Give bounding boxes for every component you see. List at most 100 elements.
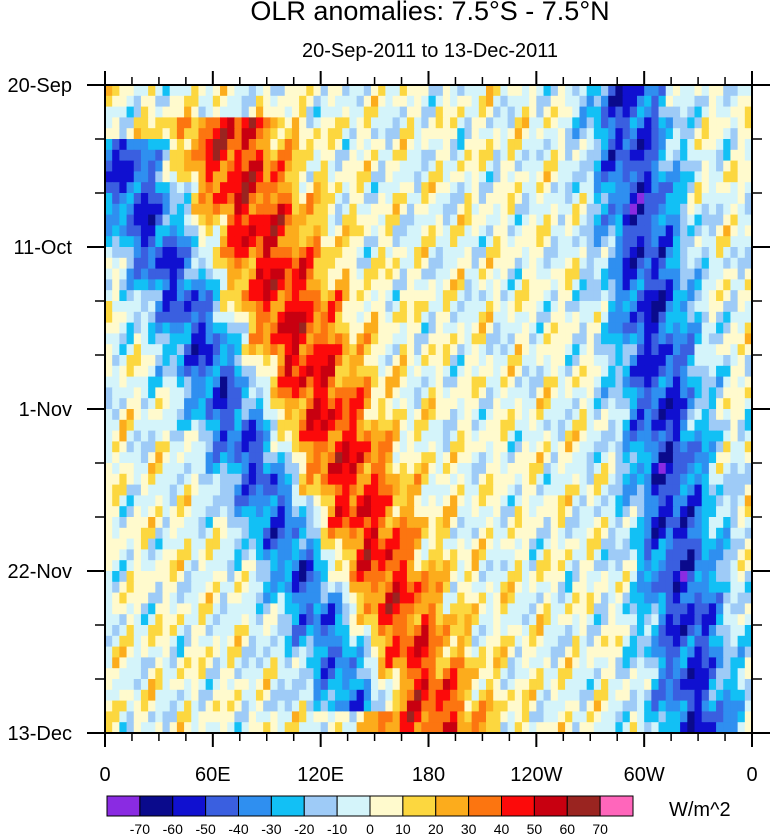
heatmap-cell <box>270 171 279 183</box>
heatmap-cell <box>349 355 358 367</box>
heatmap-cell <box>313 95 322 108</box>
heatmap-cell <box>126 517 135 529</box>
heatmap-cell <box>378 527 386 540</box>
heatmap-cell <box>514 409 523 421</box>
heatmap-cell <box>543 268 552 280</box>
heatmap-cell <box>406 614 415 626</box>
heatmap-cell <box>176 214 185 226</box>
heatmap-cell <box>651 160 660 172</box>
heatmap-cell <box>593 387 602 399</box>
heatmap-cell <box>241 203 250 216</box>
heatmap-cell <box>615 398 624 410</box>
heatmap-cell <box>665 203 674 216</box>
heatmap-cell <box>378 387 386 399</box>
heatmap-cell <box>241 355 250 367</box>
heatmap-cell <box>356 117 365 129</box>
heatmap-cell <box>155 603 164 615</box>
heatmap-cell <box>112 279 120 291</box>
heatmap-cell <box>737 484 746 496</box>
heatmap-cell <box>335 398 343 410</box>
heatmap-cell <box>277 549 286 561</box>
heatmap-cell <box>421 398 430 410</box>
heatmap-cell <box>277 171 286 183</box>
heatmap-cell <box>471 117 480 129</box>
heatmap-cell <box>665 668 674 680</box>
heatmap-cell <box>370 452 379 464</box>
heatmap-cell <box>471 571 480 583</box>
heatmap-cell <box>133 592 142 604</box>
heatmap-cell <box>471 614 480 626</box>
heatmap-cell <box>162 657 171 669</box>
heatmap-cell <box>521 322 530 334</box>
heatmap-cell <box>450 106 458 118</box>
heatmap-cell <box>687 430 696 442</box>
heatmap-cell <box>184 409 192 421</box>
heatmap-cell <box>536 452 545 464</box>
heatmap-cell <box>464 214 473 226</box>
heatmap-cell <box>191 160 200 172</box>
heatmap-cell <box>536 592 545 604</box>
heatmap-cell <box>586 646 595 658</box>
heatmap-cell <box>478 117 487 129</box>
heatmap-cell <box>220 203 228 216</box>
heatmap-cell <box>651 668 660 680</box>
heatmap-cell <box>255 355 264 367</box>
heatmap-cell <box>198 149 207 162</box>
heatmap-cell <box>212 657 221 669</box>
heatmap-cell <box>529 214 537 226</box>
heatmap-cell <box>112 473 120 486</box>
heatmap-cell <box>148 538 156 550</box>
heatmap-cell <box>270 95 279 108</box>
heatmap-cell <box>370 635 379 648</box>
heatmap-cell <box>320 679 329 691</box>
heatmap-cell <box>737 387 746 399</box>
heatmap-cell <box>320 106 329 118</box>
heatmap-cell <box>601 203 609 216</box>
heatmap-cell <box>313 679 322 691</box>
heatmap-cell <box>694 387 703 399</box>
heatmap-cell <box>169 495 178 507</box>
heatmap-cell <box>694 657 703 669</box>
heatmap-cell <box>450 344 458 356</box>
heatmap-cell <box>105 657 113 669</box>
heatmap-cell <box>399 592 408 604</box>
heatmap-cell <box>284 322 293 334</box>
heatmap-cell <box>507 409 516 421</box>
heatmap-cell <box>363 236 372 248</box>
heatmap-cell <box>514 160 523 172</box>
heatmap-cell <box>148 182 156 194</box>
heatmap-cell <box>284 398 293 410</box>
heatmap-cell <box>529 236 537 248</box>
heatmap-cell <box>586 506 595 518</box>
heatmap-cell <box>370 171 379 183</box>
heatmap-cell <box>119 517 128 529</box>
heatmap-cell <box>248 355 257 367</box>
heatmap-cell <box>500 571 509 583</box>
heatmap-cell <box>169 128 178 140</box>
heatmap-cell <box>327 128 336 140</box>
heatmap-cell <box>342 679 351 691</box>
heatmap-cell <box>701 236 710 248</box>
heatmap-cell <box>651 614 660 626</box>
heatmap-cell <box>140 139 149 151</box>
heatmap-cell <box>349 171 358 183</box>
heatmap-cell <box>636 549 645 561</box>
heatmap-cell <box>212 549 221 561</box>
heatmap-cell <box>227 495 235 507</box>
heatmap-cell <box>263 214 271 226</box>
heatmap-cell <box>363 193 372 205</box>
heatmap-cell <box>557 214 566 226</box>
heatmap-cell <box>514 419 523 432</box>
heatmap-cell <box>112 333 120 345</box>
heatmap-cell <box>263 625 271 637</box>
heatmap-cell <box>694 203 703 216</box>
heatmap-cell <box>133 344 142 356</box>
heatmap-cell <box>694 95 703 108</box>
heatmap-cell <box>162 484 171 496</box>
heatmap-cell <box>140 365 149 378</box>
heatmap-cell <box>701 301 710 313</box>
heatmap-cell <box>399 203 408 216</box>
heatmap-cell <box>701 225 710 237</box>
heatmap-cell <box>385 279 394 291</box>
heatmap-cell <box>608 290 617 302</box>
